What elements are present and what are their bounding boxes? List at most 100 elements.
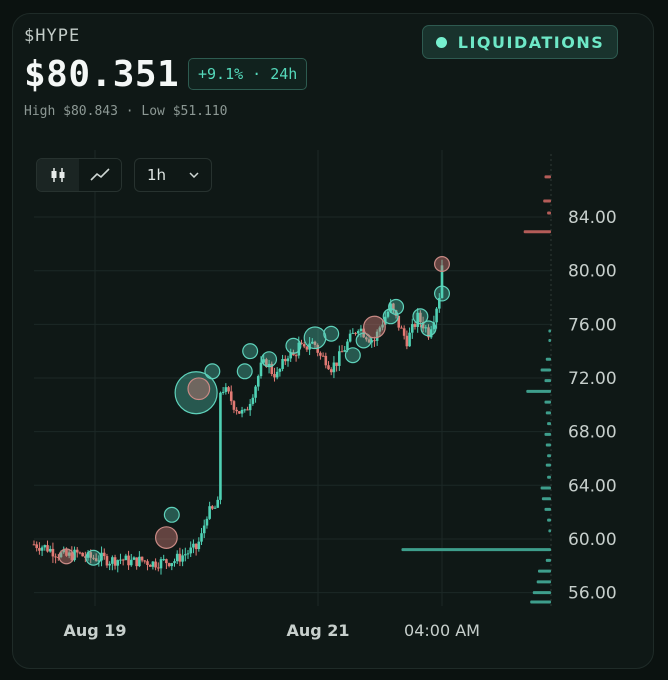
candle-body bbox=[192, 543, 195, 548]
candle-body bbox=[354, 332, 357, 334]
candle-body bbox=[94, 558, 98, 561]
candle-body bbox=[316, 344, 320, 353]
candle-body bbox=[289, 352, 292, 359]
candle-body bbox=[186, 553, 190, 555]
line-chart-icon bbox=[90, 168, 110, 181]
candle-body bbox=[65, 549, 68, 556]
current-price: $80.351 bbox=[24, 54, 180, 95]
candle-body bbox=[75, 549, 79, 553]
grid bbox=[34, 150, 552, 606]
y-tick-label: 64.00 bbox=[568, 476, 617, 496]
liquidation-bubble bbox=[58, 548, 75, 565]
y-tick-label: 60.00 bbox=[568, 530, 617, 550]
liquidation-level-bar bbox=[548, 529, 551, 533]
interval-dropdown[interactable]: 1h bbox=[134, 158, 212, 192]
liquidation-level-bar bbox=[545, 463, 551, 467]
candle-body bbox=[84, 556, 87, 558]
chart-type-toggle bbox=[36, 158, 122, 192]
candle-body bbox=[129, 559, 133, 566]
y-tick-label: 72.00 bbox=[568, 369, 617, 389]
candle-body bbox=[373, 340, 376, 342]
candle-body bbox=[381, 324, 384, 328]
candle-body bbox=[275, 371, 279, 378]
candle-body bbox=[348, 333, 352, 342]
candle-body bbox=[40, 547, 44, 551]
candle-body bbox=[311, 341, 314, 344]
candle-body bbox=[197, 541, 201, 550]
candle-body bbox=[437, 297, 441, 309]
candle-body bbox=[351, 332, 355, 334]
candle-body bbox=[281, 359, 284, 369]
liquidation-bubble bbox=[174, 371, 218, 415]
candle-body bbox=[32, 544, 36, 546]
liquidation-level-bar bbox=[547, 475, 551, 479]
candle-body bbox=[132, 557, 136, 560]
liquidation-level-bar bbox=[545, 357, 551, 361]
interval-value: 1h bbox=[147, 166, 167, 184]
liquidation-bubble bbox=[388, 298, 405, 315]
liquidation-bubble bbox=[85, 549, 102, 566]
candle-body bbox=[432, 322, 436, 330]
candle-body bbox=[265, 359, 268, 367]
x-tick-label: Aug 19 bbox=[63, 621, 126, 640]
candle-body bbox=[367, 339, 371, 343]
candle-body bbox=[167, 563, 171, 567]
liquidation-bubble bbox=[204, 363, 221, 380]
candle-body bbox=[173, 561, 176, 564]
candle-body bbox=[386, 311, 390, 317]
candle-body bbox=[359, 328, 363, 332]
candle-body bbox=[238, 411, 241, 414]
liquidation-level-bar bbox=[401, 548, 551, 552]
liquidation-level-bar bbox=[541, 497, 551, 501]
candle-body bbox=[256, 376, 260, 387]
candle-body bbox=[427, 327, 430, 338]
candle-body bbox=[159, 559, 163, 569]
liquidation-level-bar bbox=[540, 486, 551, 490]
candle-body bbox=[413, 324, 417, 327]
liquidation-level-bar bbox=[547, 422, 551, 426]
candle-body bbox=[67, 552, 71, 556]
candlestick-mode-button[interactable] bbox=[37, 159, 79, 191]
liquidation-level-bar bbox=[547, 518, 551, 522]
candle-body bbox=[121, 559, 125, 561]
liquidation-bubble bbox=[163, 506, 180, 523]
candle-body bbox=[138, 556, 141, 567]
candle-body bbox=[378, 327, 382, 332]
candle-body bbox=[267, 363, 271, 367]
liquidation-bubble bbox=[323, 325, 340, 342]
candle-body bbox=[111, 557, 114, 564]
candle-body bbox=[246, 409, 249, 411]
candle-body bbox=[297, 342, 301, 356]
candle-body bbox=[57, 556, 60, 558]
liquidation-bubble bbox=[434, 256, 451, 273]
candle-body bbox=[329, 369, 333, 373]
candle-body bbox=[170, 563, 174, 567]
candle-body bbox=[154, 561, 157, 568]
candle-body bbox=[319, 352, 322, 356]
y-tick-label: 56.00 bbox=[568, 584, 617, 604]
candle-body bbox=[81, 552, 84, 557]
liquidation-bubble bbox=[363, 315, 386, 339]
candle-body bbox=[175, 553, 179, 562]
candle-body bbox=[148, 564, 152, 567]
liquidation-bubble bbox=[261, 351, 278, 368]
candle-body bbox=[216, 499, 220, 508]
candle-body bbox=[162, 559, 165, 561]
line-mode-button[interactable] bbox=[79, 159, 121, 191]
candle-body bbox=[113, 557, 117, 566]
candle-body bbox=[202, 525, 206, 534]
liquidations-toggle-button[interactable]: LIQUIDATIONS bbox=[422, 25, 618, 59]
candle-body bbox=[227, 387, 230, 392]
liquidation-level-bar bbox=[530, 600, 551, 604]
candle-body bbox=[335, 362, 338, 366]
candle-body bbox=[143, 560, 147, 562]
candlestick-icon bbox=[51, 168, 65, 182]
candle-body bbox=[435, 308, 438, 323]
candle-body bbox=[229, 391, 233, 402]
liquidation-level-bar bbox=[544, 379, 551, 383]
candle-body bbox=[340, 351, 344, 353]
candle-body bbox=[332, 362, 336, 373]
candle-body bbox=[116, 560, 120, 566]
liquidation-bubble bbox=[420, 320, 437, 337]
liquidation-bubble bbox=[154, 526, 178, 549]
